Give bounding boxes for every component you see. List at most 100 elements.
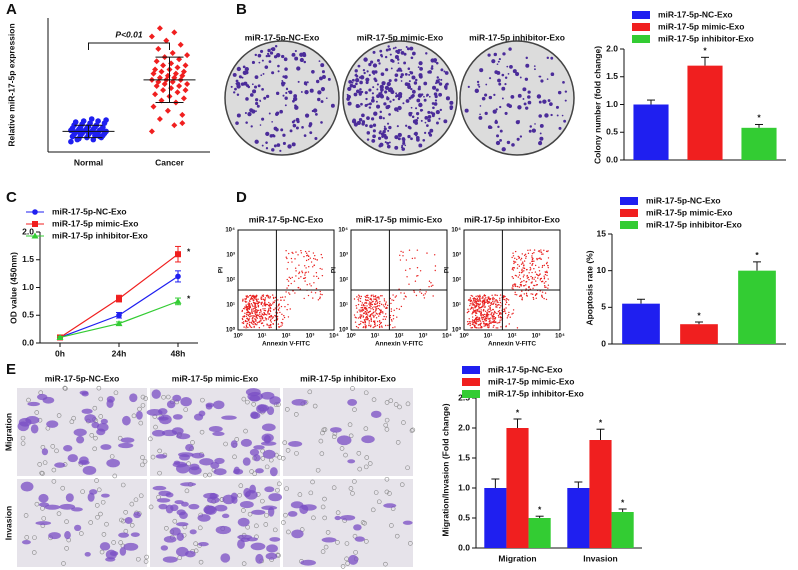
pore xyxy=(32,535,37,540)
event xyxy=(269,296,272,298)
colony xyxy=(428,70,432,74)
pore xyxy=(54,448,59,454)
colony xyxy=(266,52,270,55)
event xyxy=(511,268,514,270)
pore xyxy=(92,405,98,411)
flow-y-label: PI xyxy=(444,267,451,273)
pore xyxy=(335,540,340,545)
event xyxy=(280,325,282,327)
event xyxy=(370,295,372,297)
event xyxy=(359,323,362,325)
cell xyxy=(78,460,90,466)
event xyxy=(294,292,296,294)
colony xyxy=(413,132,416,136)
event xyxy=(357,294,360,296)
colony xyxy=(399,75,403,79)
pore xyxy=(112,473,118,479)
colony xyxy=(389,53,392,56)
cell xyxy=(67,454,78,463)
colony xyxy=(414,118,419,123)
data-point xyxy=(152,91,159,98)
colony xyxy=(330,103,335,108)
event xyxy=(287,303,289,306)
colony xyxy=(394,107,399,112)
colony xyxy=(506,140,511,145)
event xyxy=(264,304,266,307)
event xyxy=(246,311,249,314)
pore xyxy=(153,424,158,430)
event xyxy=(406,276,408,278)
event xyxy=(514,250,517,253)
event xyxy=(245,306,247,309)
colony xyxy=(400,50,405,55)
event xyxy=(272,316,275,318)
event xyxy=(273,309,275,311)
data-point xyxy=(156,25,163,32)
event xyxy=(365,302,367,304)
flow-plot xyxy=(237,229,335,331)
cell xyxy=(101,493,110,498)
colony xyxy=(400,146,404,149)
colony xyxy=(396,125,399,128)
y-tick-label: 0.5 xyxy=(458,512,470,522)
colony xyxy=(498,82,502,86)
colony xyxy=(346,93,349,96)
event xyxy=(273,319,276,322)
event xyxy=(524,253,527,256)
event xyxy=(373,321,376,324)
event xyxy=(267,297,270,299)
event xyxy=(359,297,362,300)
pore xyxy=(280,456,286,461)
event xyxy=(424,293,426,295)
event xyxy=(307,271,310,273)
event xyxy=(392,314,395,317)
event xyxy=(292,252,294,254)
event xyxy=(249,312,252,314)
event xyxy=(280,321,283,324)
event xyxy=(301,270,303,272)
colony xyxy=(244,70,249,75)
cell xyxy=(249,484,256,494)
pore xyxy=(241,396,247,402)
pore xyxy=(387,491,392,496)
y-axis-label: OD value (450nm) xyxy=(8,252,18,324)
event xyxy=(508,313,510,316)
pore xyxy=(223,441,228,447)
colony xyxy=(284,67,288,71)
event xyxy=(430,282,432,284)
pore xyxy=(94,503,100,508)
colony xyxy=(264,65,269,69)
event xyxy=(257,321,260,323)
error-bar xyxy=(491,478,500,488)
colony xyxy=(378,115,383,120)
event xyxy=(428,286,430,288)
significance-mark: * xyxy=(621,497,625,507)
colony xyxy=(365,97,368,101)
event xyxy=(253,321,255,323)
cell xyxy=(239,501,254,509)
cell xyxy=(262,449,276,459)
cell xyxy=(30,424,39,434)
colony xyxy=(517,93,522,98)
colony xyxy=(368,88,372,92)
colony xyxy=(355,82,358,86)
event xyxy=(301,271,304,274)
pore xyxy=(322,515,327,521)
event xyxy=(525,269,528,271)
event xyxy=(505,301,508,304)
colony xyxy=(256,104,260,108)
colony xyxy=(376,83,379,86)
pore xyxy=(408,541,413,546)
cell xyxy=(119,547,127,556)
event xyxy=(475,305,477,308)
event xyxy=(254,312,256,314)
legend-label: miR-17-5p mimic-Exo xyxy=(52,218,138,228)
event xyxy=(498,316,500,318)
event xyxy=(547,257,550,259)
colony xyxy=(372,50,376,54)
colony xyxy=(479,68,484,73)
event xyxy=(541,296,544,298)
event xyxy=(298,271,301,273)
event xyxy=(289,308,291,310)
event xyxy=(538,250,541,252)
